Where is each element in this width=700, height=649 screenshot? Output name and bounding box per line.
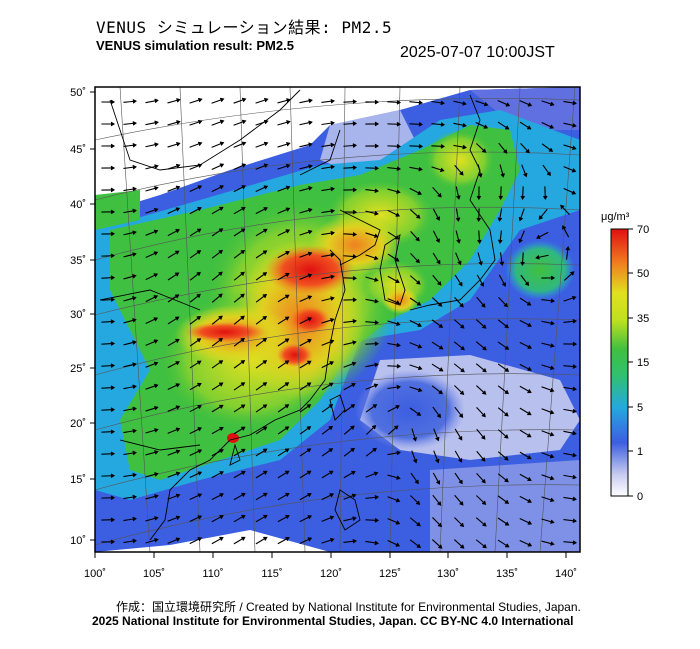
lon-tick-label: 135˚ [496,568,518,580]
lat-tick-label: 20˚ [70,418,86,430]
lat-tick-label: 40˚ [70,199,86,211]
map-frame [94,86,581,553]
colorbar-label: 15 [637,357,649,369]
lon-tick-label: 100˚ [84,568,106,580]
lon-tick-label: 110˚ [202,568,223,580]
lon-tick-label: 105˚ [143,568,165,580]
lat-tick-label: 25˚ [70,363,86,375]
lon-tick-label: 130˚ [437,568,459,580]
lon-tick-label: 125˚ [379,568,401,580]
colorbar-label: 5 [637,402,643,414]
lat-tick-label: 35˚ [70,255,86,267]
colorbar-label: 35 [637,313,649,325]
lon-tick-label: 120˚ [320,568,342,580]
lat-tick-label: 10˚ [70,535,86,547]
latitude-ticks: 50˚ 45˚ 40˚ 35˚ 30˚ 25˚ 20˚ 15˚ 10˚ [70,87,95,547]
colorbar-label: 1 [637,446,643,458]
title-japanese: VENUS シミュレーション結果: PM2.5 [96,18,393,37]
longitude-ticks: 100˚ 105˚ 110˚ 115˚ 120˚ 125˚ 130˚ 135˚ 140˚ [84,552,577,580]
lat-tick-label: 45˚ [70,144,86,156]
title-english: VENUS simulation result: PM2.5 [96,38,294,53]
lat-tick-label: 50˚ [70,87,86,99]
colorbar-label: 70 [637,224,649,236]
copyright-line: 2025 National Institute for Environmenta… [92,614,574,628]
forecast-timestamp: 2025-07-07 10:00JST [400,44,555,61]
coastlines [99,89,496,541]
wind-vectors [101,97,578,549]
lon-tick-label: 115˚ [261,568,282,580]
credit-line: 作成：国立環境研究所 / Created by National Institu… [116,600,581,614]
colorbar-label: 50 [637,268,649,280]
lat-tick-label: 15˚ [70,474,86,486]
colorbar: μg/m³ 70 50 35 15 5 1 0 [601,211,649,503]
colorbar-unit: μg/m³ [601,211,630,223]
colorbar-label: 0 [637,491,643,503]
lon-tick-label: 140˚ [555,568,577,580]
lat-tick-label: 30˚ [70,309,86,321]
